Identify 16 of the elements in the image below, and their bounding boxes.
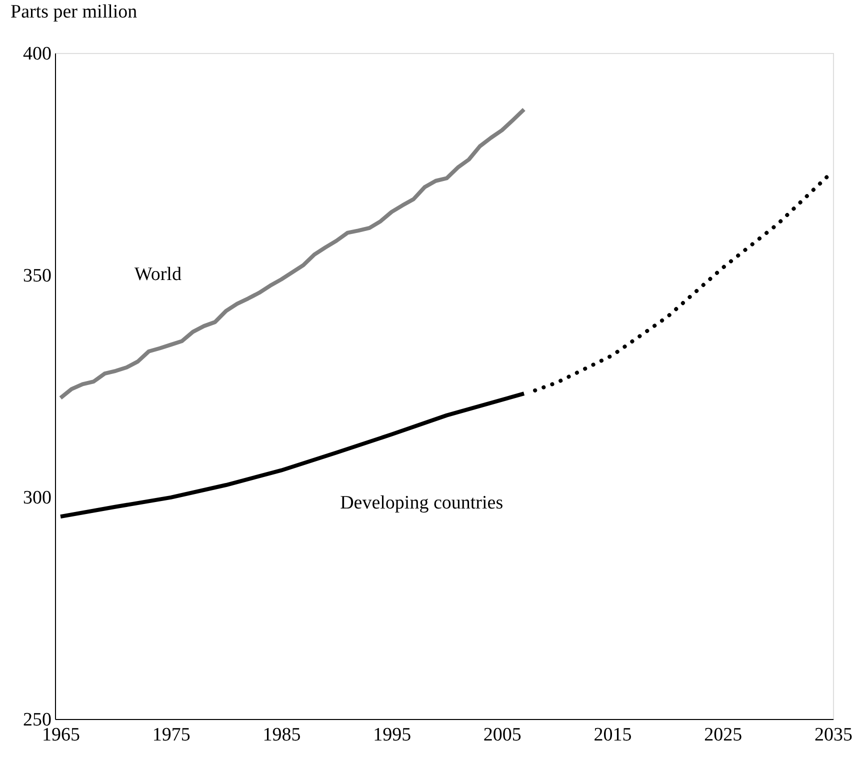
line-series [58, 392, 526, 519]
y-tick-label: 300 [23, 488, 52, 508]
x-tick-label: 2005 [483, 724, 522, 746]
x-tick-label: 1995 [373, 724, 412, 746]
x-tick-label: 1965 [42, 724, 80, 746]
x-tick-label: 2015 [594, 724, 632, 746]
y-tick-label: 400 [23, 44, 52, 64]
x-tick-label: 1985 [262, 724, 301, 746]
x-tick-label: 2025 [704, 724, 742, 746]
y-tick-label: 350 [23, 266, 52, 286]
x-tick-label: 2035 [814, 724, 852, 746]
line-series [58, 107, 526, 400]
y-axis-title: Parts per million [10, 2, 138, 22]
text: World [134, 264, 182, 285]
text: Developing countries [340, 492, 504, 514]
x-tick-label: 1975 [152, 724, 190, 746]
